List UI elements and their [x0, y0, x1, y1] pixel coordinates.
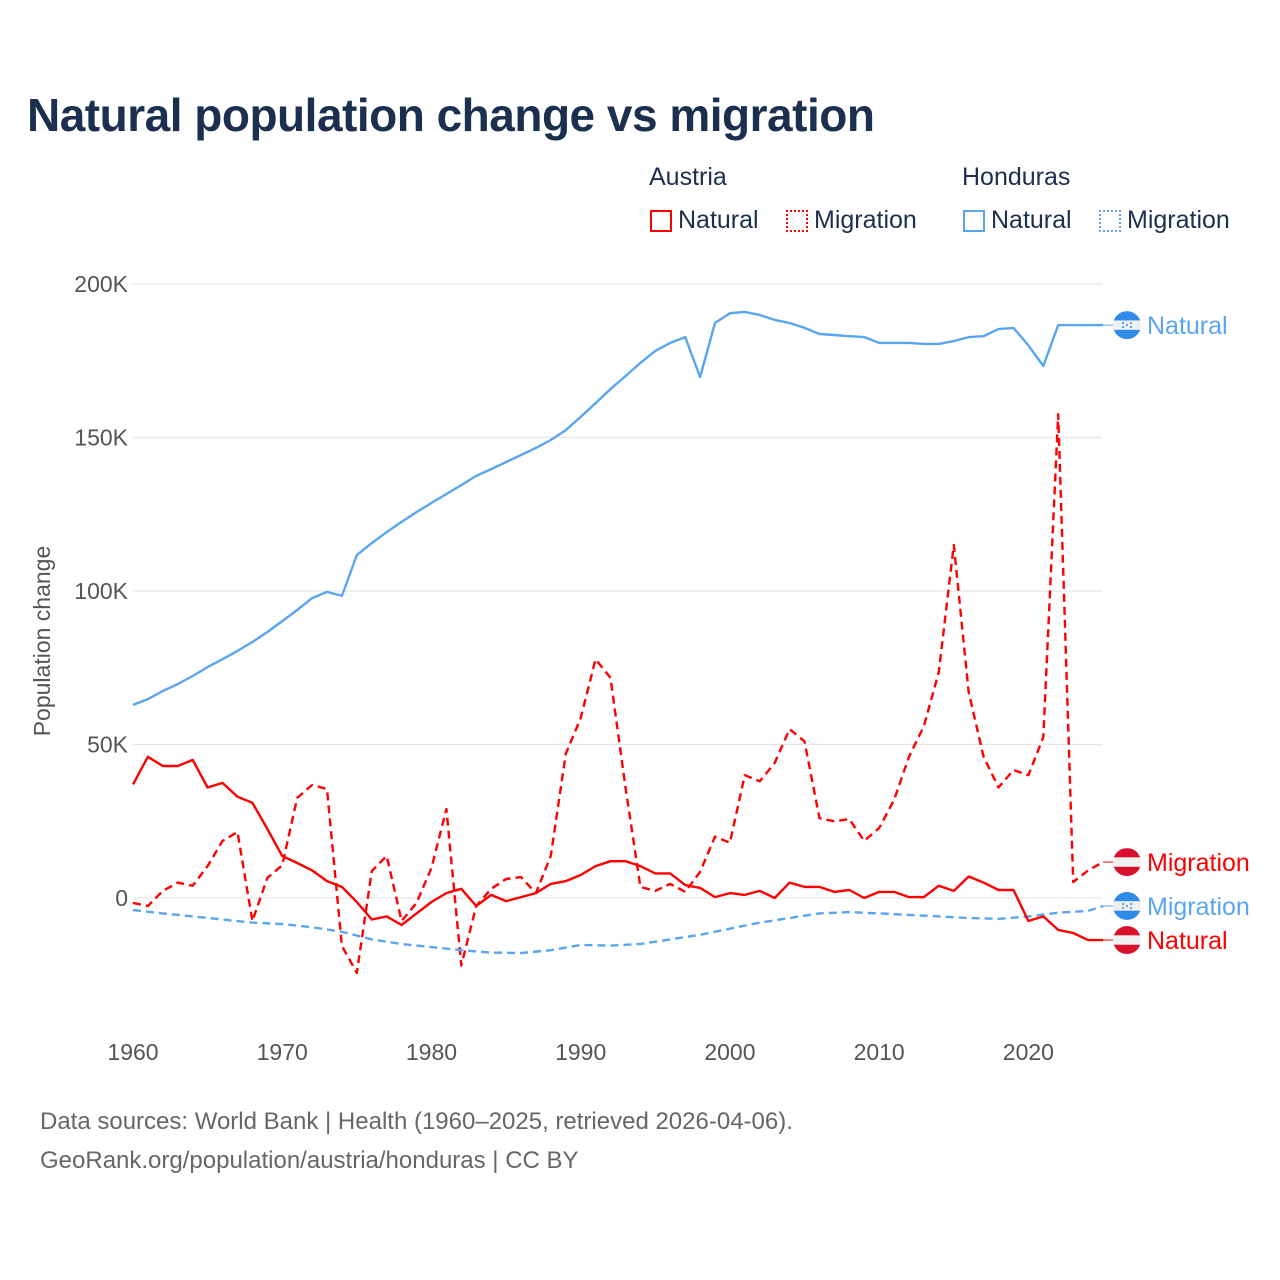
y-tick-label: 150K [74, 425, 128, 451]
series-line-honduras-natural [132, 310, 1103, 707]
legend-swatch-solid [650, 209, 672, 232]
chart-title: Natural population change vs migration [27, 89, 875, 141]
legend-swatch-solid [963, 209, 985, 232]
legend-label: Migration [1127, 206, 1230, 234]
legend-group-austria: Austria [649, 163, 727, 191]
y-tick-label: 0 [115, 885, 128, 911]
x-tick-label: 1960 [107, 1039, 158, 1065]
legend-label: Migration [814, 206, 917, 234]
austria-flag-icon [1113, 926, 1141, 955]
end-label-honduras-migration: Migration [1147, 893, 1250, 921]
y-tick-label: 100K [74, 578, 128, 604]
legend-group-honduras: Honduras [962, 163, 1071, 191]
footer-attribution[interactable]: GeoRank.org/population/austria/honduras … [40, 1147, 579, 1174]
honduras-flag-icon [1113, 311, 1141, 340]
x-tick-label: 2000 [704, 1039, 755, 1065]
x-tick-label: 1970 [257, 1039, 308, 1065]
series-line-honduras-migration [132, 904, 1104, 955]
legend-swatch-dotted [1099, 209, 1121, 232]
series-line-austria-migration [132, 413, 1104, 975]
legend-swatch-dotted [786, 209, 808, 232]
austria-flag-icon [1113, 848, 1141, 877]
x-tick-label: 2020 [1003, 1039, 1054, 1065]
legend-label: Natural [678, 206, 759, 234]
y-axis-label: Population change [29, 546, 55, 737]
legend-item-austria-migration[interactable]: Migration [786, 206, 917, 235]
x-tick-label: 1980 [406, 1039, 457, 1065]
y-tick-label: 50K [87, 732, 129, 758]
x-tick-label: 2010 [854, 1039, 905, 1065]
legend-item-austria-natural[interactable]: Natural [650, 206, 759, 235]
x-tick-label: 1990 [555, 1039, 606, 1065]
legend-item-honduras-natural[interactable]: Natural [963, 206, 1072, 235]
end-label-austria-migration: Migration [1147, 849, 1250, 877]
series-line-austria-natural [131, 755, 1103, 942]
honduras-flag-icon [1113, 891, 1141, 920]
legend-item-honduras-migration[interactable]: Migration [1099, 206, 1230, 235]
legend-label: Natural [991, 206, 1072, 234]
end-label-austria-natural: Natural [1147, 927, 1228, 955]
footer-sources: Data sources: World Bank | Health (1960–… [40, 1108, 793, 1135]
end-label-honduras-natural: Natural [1147, 312, 1228, 340]
y-tick-label: 200K [74, 271, 128, 297]
